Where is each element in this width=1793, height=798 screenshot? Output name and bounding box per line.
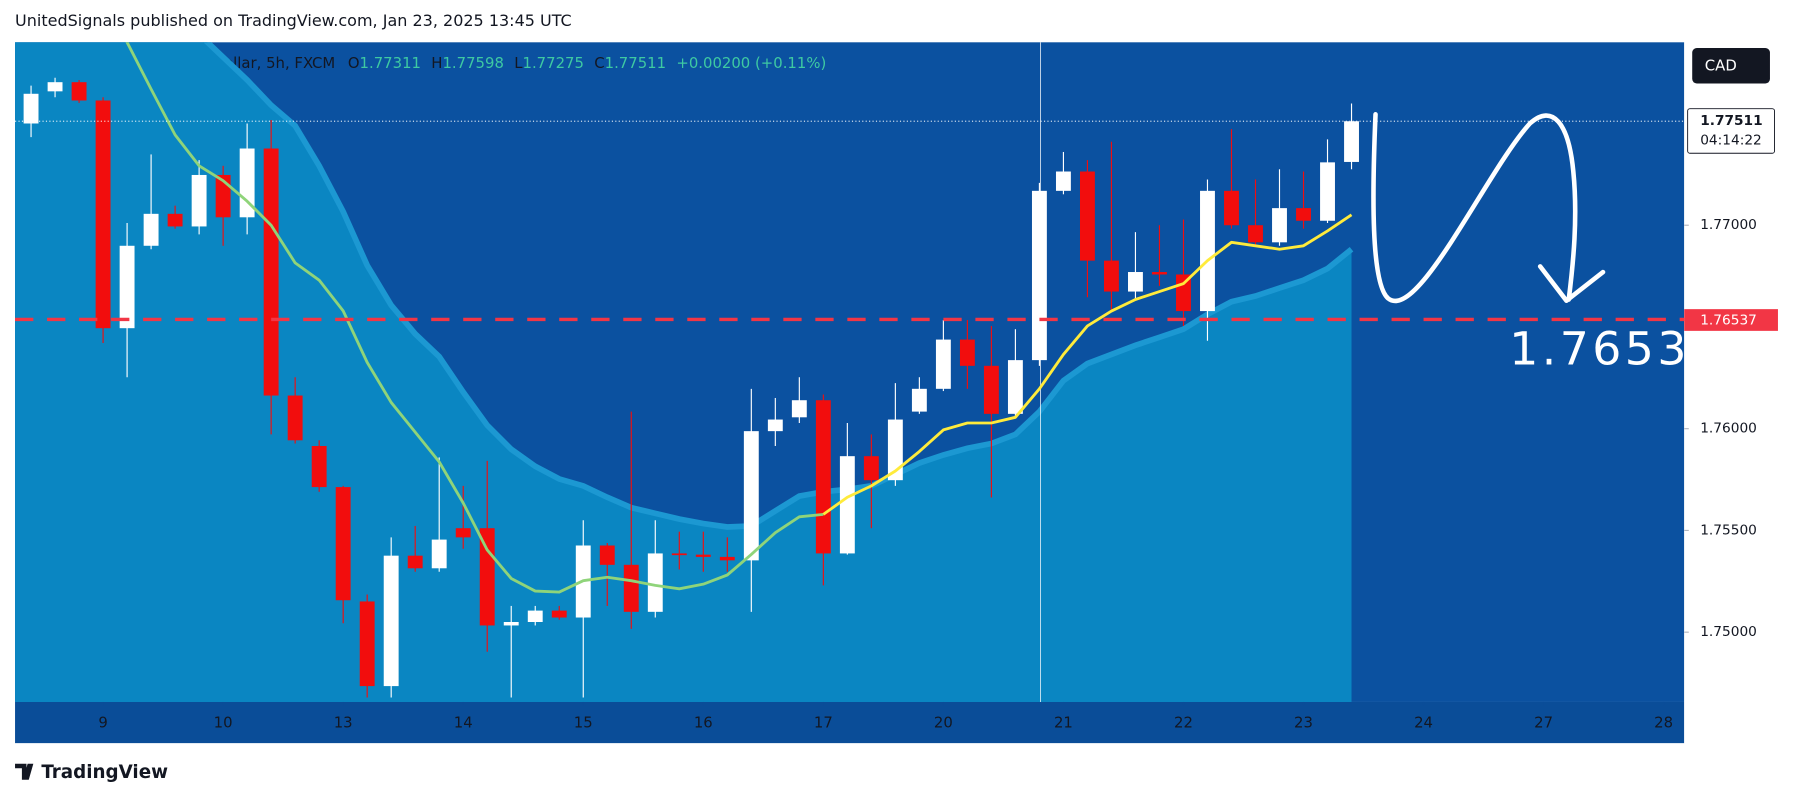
chart-layer: British Pound / Canadian Dollar, 5h, FXC… (15, 42, 1778, 732)
current-price-box (1687, 108, 1775, 154)
candle-body (1272, 208, 1287, 243)
legend-ohlc-value: 1.77275 (523, 54, 584, 72)
currency-label: CAD (1705, 56, 1737, 74)
candle-body (1055, 171, 1071, 191)
x-tick-label: 10 (214, 714, 233, 732)
brand-logo (15, 763, 34, 780)
candle-body (551, 610, 567, 618)
legend-change: +0.00200 (+0.11%) (676, 54, 826, 72)
x-tick-label: 17 (814, 714, 833, 732)
candle-body (1079, 171, 1095, 261)
candle-body (359, 601, 375, 687)
candle-body (1224, 190, 1239, 226)
countdown: 04:14:22 (1700, 133, 1762, 149)
candle-body (695, 554, 711, 557)
candle-body (1152, 272, 1167, 275)
candle-body (1031, 190, 1047, 361)
x-tick-label: 27 (1534, 714, 1553, 732)
candle-body (863, 456, 879, 481)
moving-average (822, 213, 1353, 516)
current-price-label: 1.77511 (1700, 113, 1762, 129)
currency-button[interactable] (1692, 48, 1770, 84)
candle-body (383, 555, 399, 687)
candle-body (71, 82, 87, 101)
candle-body (1344, 121, 1359, 162)
candle-body (239, 148, 255, 218)
candle-body (431, 539, 447, 569)
x-tick-label: 15 (574, 714, 593, 732)
candle-body (839, 456, 855, 554)
candle-body (983, 365, 999, 414)
candle-body (335, 487, 351, 601)
candle-body (743, 431, 759, 561)
candle-body (47, 82, 63, 92)
candle-body (791, 400, 807, 418)
x-tick-label: 22 (1174, 714, 1193, 732)
x-tick-label: 9 (98, 714, 107, 732)
level-annotation: 1.7653 (1509, 323, 1690, 376)
time-axis (15, 701, 1685, 744)
candle-body (311, 445, 327, 488)
legend-ohlc-value: 1.77598 (442, 54, 503, 72)
candle-body (1200, 190, 1215, 312)
candle-body (1007, 360, 1023, 414)
x-tick-label: 24 (1414, 714, 1433, 732)
legend-ohlc-label: L (514, 54, 523, 72)
candle-body (1296, 208, 1311, 221)
candle-body (1103, 260, 1119, 292)
candle-body (263, 148, 279, 396)
y-tick-label: 1.75000 (1700, 624, 1757, 640)
y-tick-label: 1.75500 (1700, 522, 1757, 538)
candle-body (407, 555, 423, 569)
moving-average (125, 42, 824, 594)
y-tick-label: 1.76000 (1700, 421, 1757, 437)
candle-body (143, 213, 159, 246)
x-tick-label: 14 (454, 714, 473, 732)
candle-body (167, 213, 183, 227)
level-price-box (1684, 309, 1778, 331)
legend-ohlc-value: 1.77311 (360, 54, 421, 72)
x-tick-label: 23 (1294, 714, 1313, 732)
candle-body (455, 528, 471, 538)
candle-body (1128, 272, 1143, 292)
legend-ohlc-label: H (431, 54, 442, 72)
x-tick-label: 16 (694, 714, 713, 732)
candle-body (671, 553, 687, 556)
candle-body (527, 610, 543, 623)
candle-body (95, 100, 111, 329)
candle-body (119, 245, 135, 329)
candle-body (1320, 162, 1335, 221)
candle-body (599, 545, 615, 565)
candle-body (719, 556, 735, 561)
x-tick-label: 21 (1054, 714, 1073, 732)
legend-ohlc-label: C (594, 54, 604, 72)
candle-body (191, 174, 207, 227)
candle-body (623, 564, 639, 612)
cloud-edge (203, 42, 1354, 530)
legend-ohlc-label: O (348, 54, 360, 72)
candle-body (935, 339, 951, 389)
candle-body (23, 93, 39, 124)
level-price-label: 1.76537 (1700, 313, 1757, 329)
price-axis (1684, 42, 1778, 744)
candle-body (959, 339, 975, 366)
candle-body (767, 419, 783, 432)
candle-body (911, 388, 927, 412)
candle-body (647, 553, 663, 612)
x-tick-label: 13 (334, 714, 353, 732)
brand: TradingView (41, 762, 168, 783)
drawn-arrow (1371, 112, 1606, 304)
header: UnitedSignals published on TradingView.c… (15, 11, 572, 30)
candle-body (815, 400, 831, 554)
candle-body (887, 419, 903, 481)
candle-body (1248, 225, 1263, 243)
x-tick-label: 28 (1654, 714, 1673, 732)
y-tick-label: 1.77000 (1700, 217, 1757, 233)
x-tick-label: 20 (934, 714, 953, 732)
candle-body (287, 395, 303, 441)
candle-body (503, 622, 519, 626)
legend-ohlc-value: 1.77511 (605, 54, 666, 72)
